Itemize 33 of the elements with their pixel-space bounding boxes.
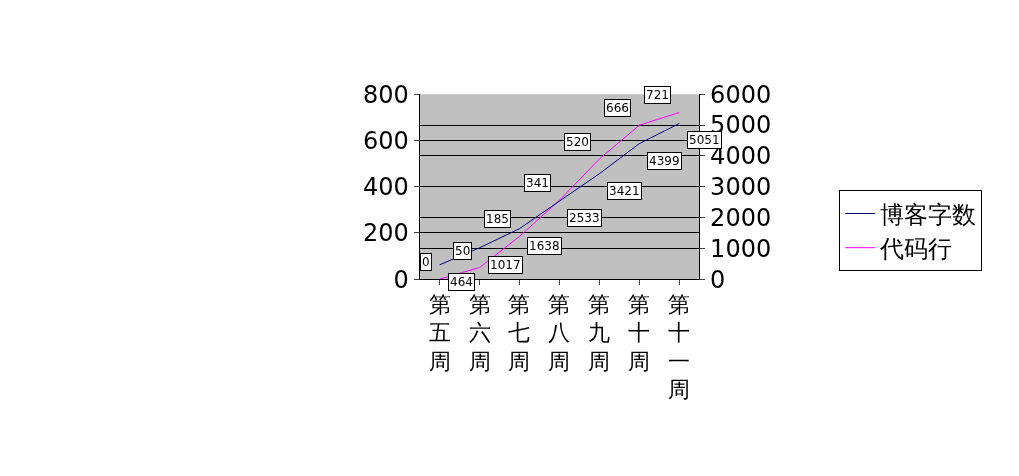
legend-label: 代码行 bbox=[879, 235, 953, 264]
y2-tick-label: 6000 bbox=[710, 80, 772, 109]
y2-tick-label: 1000 bbox=[710, 234, 772, 263]
x-tick-label: 第六周 bbox=[468, 291, 491, 374]
data-label: 50 bbox=[455, 244, 471, 258]
data-label: 1017 bbox=[490, 258, 521, 272]
y2-tick-label: 0 bbox=[710, 265, 726, 294]
y-tick-label: 0 bbox=[393, 265, 409, 294]
y2-tick-label: 2000 bbox=[710, 203, 772, 232]
x-tick-label: 第九周 bbox=[588, 291, 611, 374]
x-tick-label: 第五周 bbox=[428, 291, 451, 374]
data-label: 185 bbox=[486, 212, 509, 226]
data-label: 2533 bbox=[569, 211, 600, 225]
data-label: 341 bbox=[526, 176, 549, 190]
data-label: 5051 bbox=[689, 133, 720, 147]
x-tick-label: 第十周 bbox=[628, 291, 651, 374]
data-label: 3421 bbox=[609, 184, 640, 198]
y-tick-label: 600 bbox=[362, 126, 409, 155]
data-label: 1638 bbox=[529, 239, 560, 253]
y2-tick-label: 3000 bbox=[710, 173, 772, 202]
legend-label: 博客字数 bbox=[880, 200, 977, 229]
data-label: 4399 bbox=[649, 154, 680, 168]
y-tick-label: 200 bbox=[362, 219, 409, 248]
data-label: 520 bbox=[566, 135, 589, 149]
y-tick-label: 800 bbox=[362, 80, 409, 109]
x-tick-label: 第七周 bbox=[508, 291, 531, 374]
data-label: 666 bbox=[606, 101, 629, 115]
x-tick-label: 第八周 bbox=[548, 291, 571, 374]
x-tick-label: 第十一周 bbox=[668, 291, 691, 403]
data-label: 0 bbox=[422, 255, 430, 269]
data-label: 721 bbox=[646, 88, 669, 102]
data-label: 464 bbox=[450, 275, 473, 289]
y-tick-label: 400 bbox=[362, 173, 409, 202]
